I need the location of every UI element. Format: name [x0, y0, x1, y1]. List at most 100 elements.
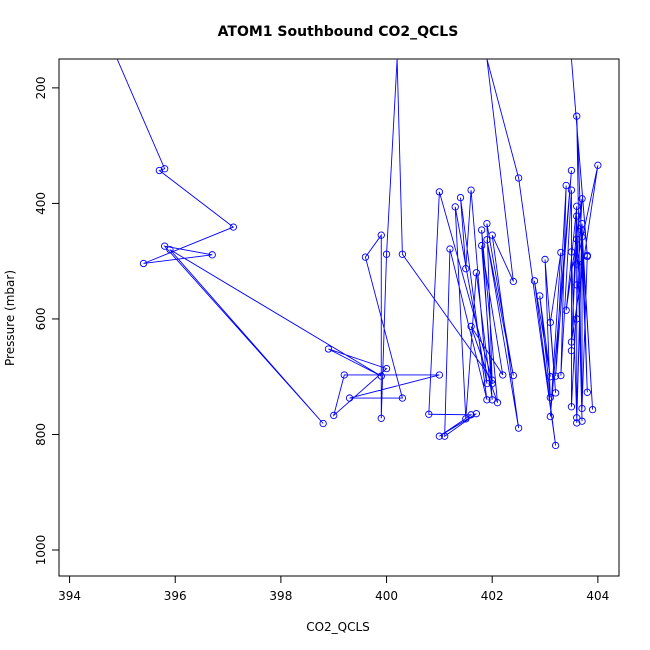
data-point — [330, 411, 338, 420]
data-point — [573, 235, 581, 243]
data-point — [546, 393, 554, 402]
data-point — [166, 245, 174, 254]
y-tick-label: 600 — [34, 307, 48, 330]
data-point — [451, 203, 459, 211]
data-point — [425, 410, 433, 418]
data-point — [573, 414, 581, 422]
x-tick-label: 404 — [586, 589, 609, 603]
data-point — [493, 399, 502, 407]
data-point — [462, 415, 470, 423]
series-line — [116, 59, 599, 446]
data-point — [530, 277, 539, 285]
data-point — [488, 376, 496, 384]
data-point — [483, 236, 491, 244]
data-point — [551, 372, 560, 380]
data-point — [514, 424, 523, 432]
data-point — [567, 186, 576, 194]
data-point — [161, 165, 169, 173]
data-point — [483, 379, 491, 388]
data-point — [567, 166, 576, 175]
data-point — [546, 412, 554, 421]
data-point — [462, 265, 470, 273]
data-point — [562, 181, 570, 190]
data-point — [578, 226, 586, 235]
y-axis: 200 400 600 800 1000 — [34, 76, 59, 565]
data-point — [382, 250, 391, 258]
data-point — [488, 379, 496, 388]
data-point — [324, 345, 333, 353]
chart-title: ATOM1 Southbound CO2_QCLS — [218, 24, 459, 40]
data-point — [208, 251, 216, 259]
data-point — [578, 417, 586, 425]
data-point — [319, 419, 327, 428]
data-point — [509, 371, 517, 380]
y-tick-label: 400 — [34, 192, 48, 215]
data-point — [573, 260, 581, 268]
data-point — [229, 223, 237, 231]
data-point — [483, 219, 491, 228]
data-point — [578, 219, 586, 228]
data-point — [583, 252, 591, 261]
data-point — [377, 231, 385, 239]
data-point — [382, 364, 391, 373]
x-tick-label: 402 — [481, 589, 504, 603]
data-point — [573, 419, 581, 427]
data-point — [499, 371, 507, 379]
x-tick-label: 396 — [164, 589, 187, 603]
data-point — [488, 231, 496, 239]
data-point — [573, 212, 581, 220]
data-point — [377, 414, 385, 422]
y-tick-label: 1000 — [34, 535, 48, 566]
data-point — [139, 259, 148, 268]
data-point — [567, 338, 576, 346]
data-point — [377, 372, 385, 380]
data-point — [435, 371, 444, 379]
data-point — [567, 248, 576, 256]
data-point — [588, 405, 597, 414]
data-point — [472, 269, 481, 277]
data-point — [578, 195, 586, 203]
data-point — [398, 250, 407, 258]
data-point — [398, 394, 407, 402]
data-point — [435, 432, 444, 440]
data-point — [557, 248, 565, 257]
data-point — [546, 373, 554, 381]
data-point — [340, 371, 348, 379]
data-point — [467, 411, 475, 419]
data-point — [155, 166, 164, 175]
x-axis: 394 396 398 400 402 404 — [58, 576, 609, 603]
data-point — [536, 292, 544, 300]
data-point — [472, 410, 481, 418]
x-tick-label: 394 — [58, 589, 81, 603]
data-point — [594, 161, 602, 169]
data-point — [345, 394, 354, 402]
data-point — [557, 371, 565, 380]
data-point — [467, 186, 475, 194]
data-point — [477, 241, 486, 250]
data-point — [161, 242, 169, 250]
data-point — [573, 315, 581, 323]
data-point — [578, 404, 586, 413]
data-point — [546, 318, 554, 327]
data-point — [456, 193, 465, 202]
plot-area — [116, 59, 602, 450]
data-point — [551, 389, 560, 397]
x-tick-label: 400 — [375, 589, 398, 603]
y-tick-label: 200 — [34, 76, 48, 99]
data-point — [467, 322, 475, 331]
y-axis-label: Pressure (mbar) — [3, 270, 17, 366]
data-point — [483, 396, 491, 404]
plot-frame — [58, 58, 620, 577]
data-point — [573, 112, 581, 120]
x-axis-label: CO2_QCLS — [306, 620, 370, 634]
data-point — [361, 253, 370, 261]
data-point — [551, 441, 560, 450]
data-point — [509, 277, 517, 286]
x-tick-label: 398 — [269, 589, 292, 603]
data-point — [567, 403, 576, 411]
data-point — [441, 432, 449, 440]
y-tick-label: 800 — [34, 423, 48, 446]
data-point — [562, 306, 570, 314]
data-point — [583, 388, 591, 396]
